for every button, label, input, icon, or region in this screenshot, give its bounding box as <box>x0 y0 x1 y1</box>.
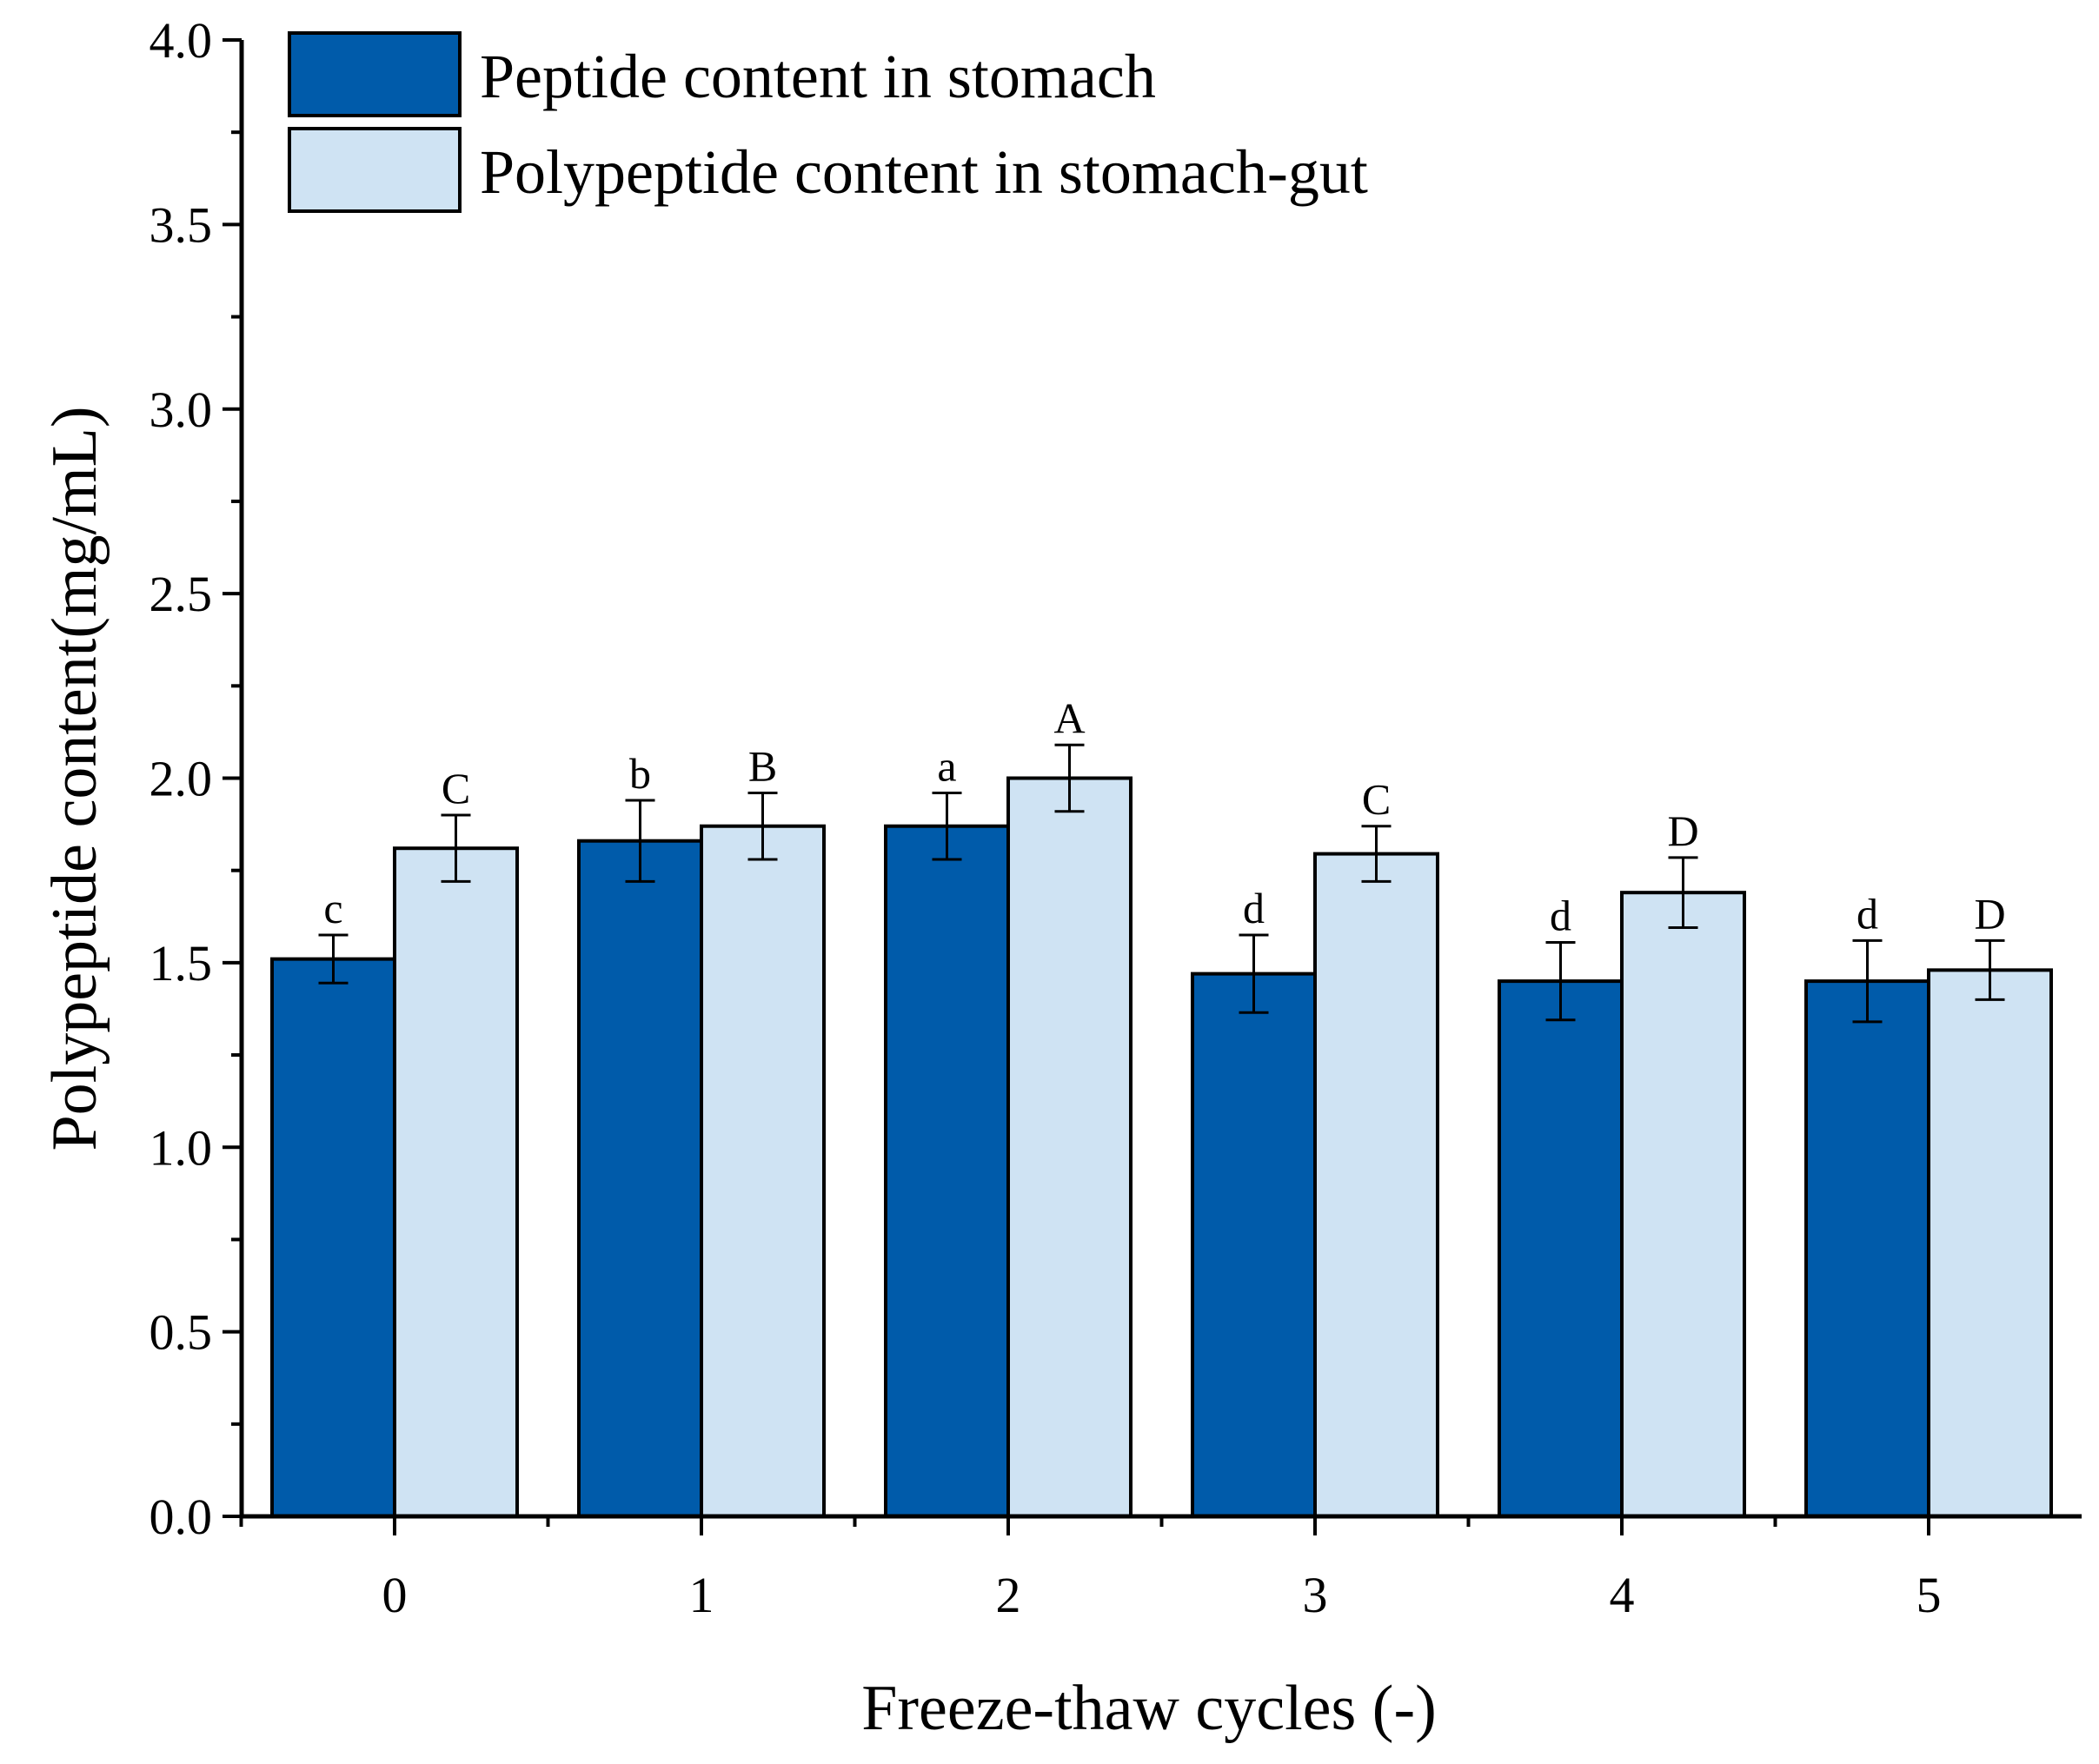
error-bar <box>1054 743 1085 813</box>
error-bar <box>1361 825 1392 883</box>
bar-stomach <box>884 824 1010 1518</box>
significance-label: D <box>1974 889 2005 938</box>
bar-stomach-gut <box>393 846 519 1518</box>
x-tick-label: 4 <box>1610 1567 1635 1623</box>
bar-stomach-gut <box>1927 968 2053 1518</box>
significance-label: A <box>1053 693 1085 742</box>
x-tick-label: 1 <box>689 1567 714 1623</box>
y-tick-label: 0.0 <box>149 1489 213 1545</box>
significance-label: d <box>1857 889 1878 938</box>
y-tick-label: 1.0 <box>149 1119 213 1176</box>
legend: Peptide content in stomach Polypeptide c… <box>288 31 1368 213</box>
y-tick-label: 0.5 <box>149 1304 213 1361</box>
significance-label: c <box>323 884 342 932</box>
error-bar <box>1852 938 1883 1024</box>
x-tick-label: 2 <box>996 1567 1021 1623</box>
bar-stomach-gut <box>700 824 826 1518</box>
significance-label: C <box>442 764 470 812</box>
y-ticks: 0.0 0.5 1.0 1.5 2.0 2.5 3.0 3.5 4.0 <box>149 12 242 1545</box>
error-bar <box>625 799 655 883</box>
y-tick-label: 2.5 <box>149 566 213 622</box>
legend-label-stomach: Peptide content in stomach <box>480 42 1156 111</box>
significance-label: D <box>1667 806 1698 855</box>
y-tick-label: 3.0 <box>149 381 213 438</box>
bar-stomach-gut <box>1006 776 1133 1518</box>
x-axis-title: Freeze-thaw cycles (-) <box>861 1673 1436 1744</box>
bar-stomach-gut <box>1620 891 1746 1518</box>
error-bar <box>1239 933 1269 1014</box>
significance-label: a <box>937 741 956 790</box>
bar-stomach <box>577 839 703 1518</box>
y-tick-label: 2.0 <box>149 751 213 807</box>
error-bar <box>1545 941 1576 1022</box>
error-bar <box>1668 856 1698 930</box>
bar-stomach <box>1498 979 1624 1519</box>
x-tick-label: 5 <box>1916 1567 1942 1623</box>
significance-label: C <box>1362 775 1391 824</box>
x-tick-label: 0 <box>382 1567 408 1623</box>
significance-label: d <box>1243 884 1265 932</box>
error-bar <box>932 791 962 861</box>
significance-label: B <box>748 741 777 790</box>
significance-label: d <box>1550 892 1571 940</box>
error-bar <box>1975 938 2005 1001</box>
y-tick-label: 3.5 <box>149 196 213 253</box>
x-tick-label: 3 <box>1303 1567 1328 1623</box>
x-ticks: 0 1 2 3 4 5 <box>239 1516 1942 1623</box>
error-bar <box>441 813 471 883</box>
bar-stomach <box>1191 972 1317 1519</box>
legend-label-stomach-gut: Polypeptide content in stomach-gut <box>480 137 1368 207</box>
y-tick-label: 1.5 <box>149 935 213 991</box>
y-axis-title: Polypeptide content(mg/mL) <box>39 407 110 1151</box>
bar-stomach-gut <box>1313 852 1439 1518</box>
significance-label: b <box>629 749 651 798</box>
bar-stomach <box>270 957 396 1518</box>
legend-swatch-stomach <box>288 31 462 117</box>
legend-swatch-stomach-gut <box>288 127 462 213</box>
error-bar <box>747 791 778 861</box>
bar-stomach <box>1804 979 1930 1519</box>
error-bar <box>318 933 349 985</box>
y-tick-label: 4.0 <box>149 12 213 69</box>
